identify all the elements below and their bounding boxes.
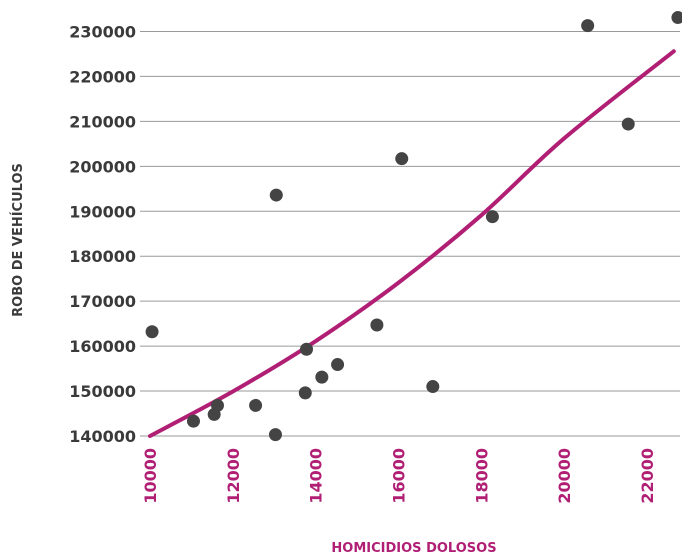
y-tick-label: 140000	[69, 427, 136, 446]
data-point	[145, 325, 159, 339]
data-point	[300, 342, 314, 356]
data-point	[671, 11, 682, 25]
x-tick-label: 10000	[141, 448, 160, 504]
data-point	[298, 386, 312, 400]
data-point	[268, 428, 282, 442]
y-tick-label: 170000	[69, 292, 136, 311]
y-tick-label: 160000	[69, 337, 136, 356]
y-axis-title: ROBO DE VEHÍCULOS	[10, 163, 26, 317]
y-tick-label: 200000	[69, 157, 136, 176]
x-tick-label: 18000	[472, 448, 491, 504]
x-tick-label: 14000	[307, 448, 326, 504]
y-tick-label: 210000	[69, 112, 136, 131]
x-axis-title: HOMICIDIOS DOLOSOS	[331, 541, 496, 552]
x-tick-label: 20000	[555, 448, 574, 504]
data-point	[485, 210, 499, 224]
y-tick-label: 150000	[69, 382, 136, 401]
y-tick-label: 190000	[69, 202, 136, 221]
data-point	[249, 398, 263, 412]
data-point	[426, 380, 440, 394]
data-point	[331, 358, 345, 372]
data-point	[395, 152, 409, 166]
x-tick-label: 16000	[389, 448, 408, 504]
y-tick-label: 220000	[69, 67, 136, 86]
data-point	[315, 370, 329, 384]
y-tick-label: 180000	[69, 247, 136, 266]
data-point	[186, 414, 200, 428]
data-point	[370, 318, 384, 332]
trendline	[148, 49, 676, 438]
x-axis-ticks: 10000 12000 14000 16000 18000 20000 22000	[141, 448, 657, 504]
data-point	[621, 117, 635, 131]
y-axis-ticks: 140000 150000 160000 170000 180000 190000 2000…	[69, 22, 136, 446]
data-points	[145, 11, 682, 442]
data-point	[210, 398, 224, 412]
x-tick-label: 12000	[224, 448, 243, 504]
data-point	[269, 188, 283, 202]
x-tick-label: 22000	[638, 448, 657, 504]
gridlines	[140, 30, 680, 437]
y-tick-label: 230000	[69, 22, 136, 41]
data-point	[581, 19, 595, 33]
